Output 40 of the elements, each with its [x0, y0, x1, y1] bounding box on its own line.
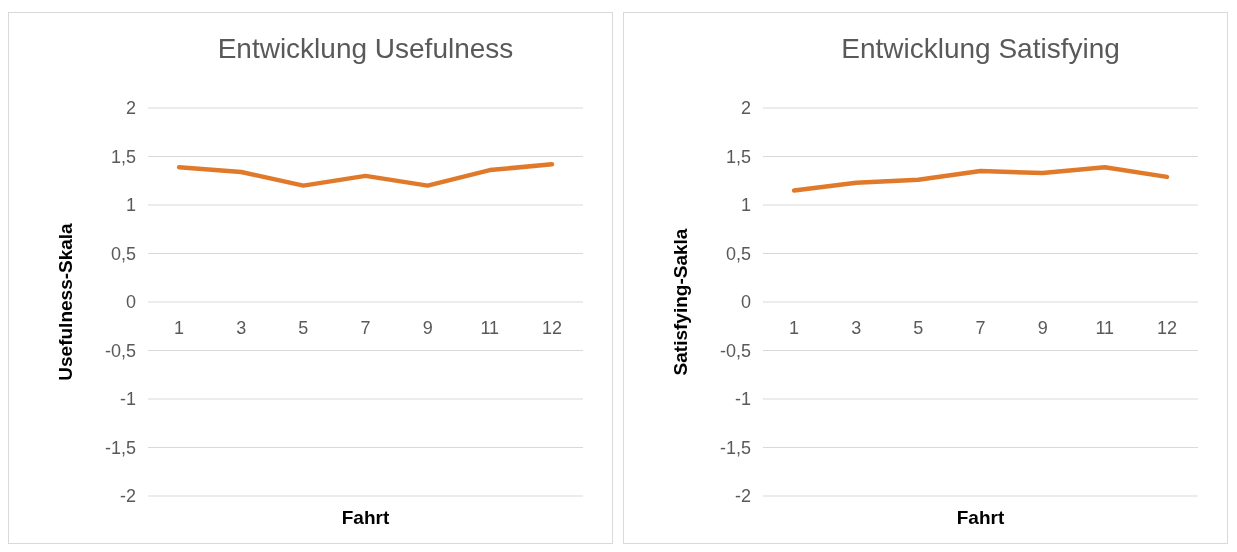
- x-axis-title: Fahrt: [341, 507, 390, 528]
- y-tick-label: -1,5: [104, 437, 136, 458]
- y-tick-label: -1,5: [719, 437, 751, 458]
- y-tick-label: 1: [125, 195, 136, 216]
- y-tick-label: 1,5: [110, 146, 136, 167]
- chart-title: Entwicklung Satisfying: [841, 33, 1120, 64]
- y-tick-label: 2: [740, 98, 751, 119]
- x-tick-label: 1: [789, 318, 800, 338]
- x-tick-label: 7: [360, 318, 371, 338]
- x-tick-label: 11: [480, 318, 500, 338]
- y-tick-label: 0: [125, 292, 136, 313]
- y-axis-title: Satisfying-Sakla: [670, 228, 691, 376]
- line-series: [791, 164, 1170, 193]
- y-axis-title: Usefulness-Skala: [55, 222, 76, 381]
- y-tick-label: 1,5: [725, 146, 751, 167]
- y-tick-label: 0: [740, 292, 751, 313]
- x-tick-label: 5: [298, 318, 309, 338]
- x-tick-label: 7: [975, 318, 986, 338]
- x-tick-label: 12: [541, 318, 562, 338]
- y-tick-label: -0,5: [104, 340, 136, 361]
- x-tick-label: 3: [851, 318, 862, 338]
- y-tick-label: -1: [734, 389, 751, 410]
- x-axis-title: Fahrt: [956, 507, 1005, 528]
- line-series: [176, 162, 555, 188]
- x-tick-label: 1: [174, 318, 185, 338]
- x-tick-label: 9: [1037, 318, 1048, 338]
- x-tick-label: 5: [913, 318, 924, 338]
- y-tick-label: 1: [740, 195, 751, 216]
- x-tick-label: 11: [1095, 318, 1115, 338]
- y-tick-label: -1: [119, 389, 136, 410]
- x-tick-label: 9: [422, 318, 433, 338]
- y-tick-label: -0,5: [719, 340, 751, 361]
- x-tick-label: 12: [1156, 318, 1177, 338]
- y-tick-label: -2: [119, 486, 136, 507]
- x-tick-label: 3: [236, 318, 247, 338]
- y-tick-label: 2: [125, 98, 136, 119]
- chart-title: Entwicklung Usefulness: [217, 33, 514, 64]
- y-tick-label: 0,5: [110, 243, 136, 264]
- y-tick-label: -2: [734, 486, 751, 507]
- y-tick-label: 0,5: [725, 243, 751, 264]
